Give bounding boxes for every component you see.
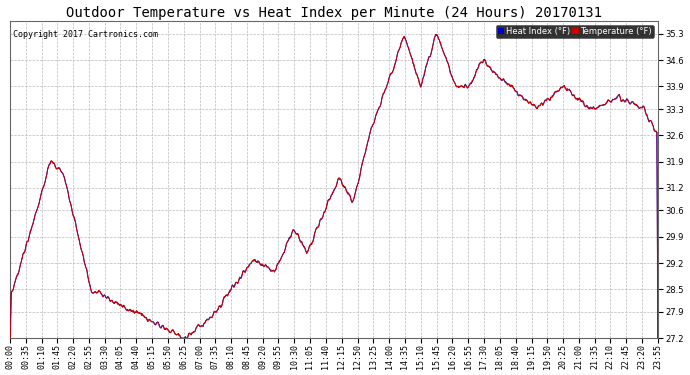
Legend: Heat Index (°F), Temperature (°F): Heat Index (°F), Temperature (°F) xyxy=(495,25,654,38)
Title: Outdoor Temperature vs Heat Index per Minute (24 Hours) 20170131: Outdoor Temperature vs Heat Index per Mi… xyxy=(66,6,602,20)
Text: Copyright 2017 Cartronics.com: Copyright 2017 Cartronics.com xyxy=(13,30,158,39)
